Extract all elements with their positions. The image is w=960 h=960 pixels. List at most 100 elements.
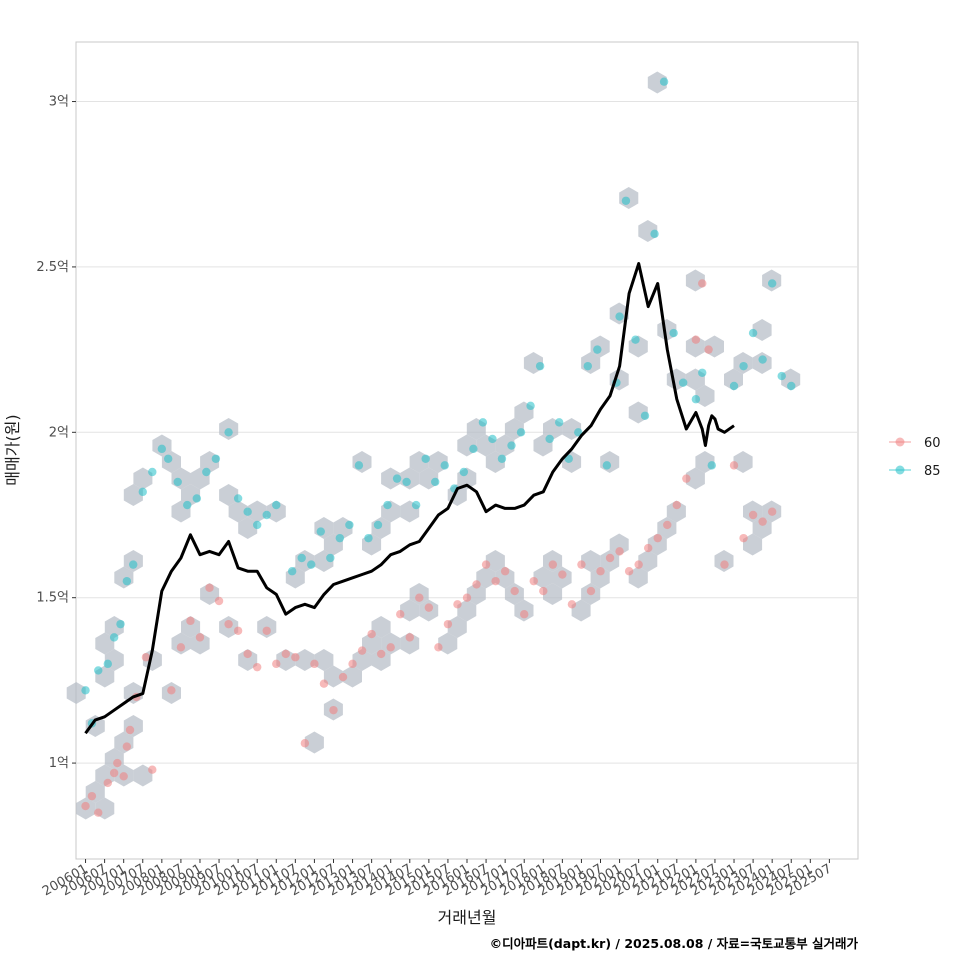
data-point-85 [173, 477, 182, 487]
data-point-60 [252, 662, 262, 672]
hexbin-cell [638, 550, 658, 572]
y-tick-label: 1억 [49, 756, 69, 771]
hexbin-cell [381, 467, 401, 490]
moving-average-path [84, 262, 735, 735]
data-point-60 [548, 560, 558, 569]
data-point-85 [335, 533, 345, 543]
data-point-85 [116, 619, 125, 629]
data-point-85 [739, 361, 748, 371]
data-point-60 [729, 461, 739, 470]
data-point-85 [316, 527, 325, 536]
data-point-85 [545, 434, 554, 444]
hexbin-cell [95, 632, 115, 655]
data-point-85 [326, 553, 335, 563]
data-point-60 [300, 739, 310, 748]
data-point-85 [650, 229, 659, 239]
data-point-60 [682, 474, 691, 483]
hexbin-cell [323, 665, 343, 688]
data-point-85 [211, 454, 221, 463]
data-point-85 [459, 467, 469, 477]
data-point-85 [224, 428, 233, 437]
data-point-85 [758, 355, 767, 364]
data-point-60 [704, 345, 713, 354]
data-point-85 [411, 500, 421, 510]
data-point-60 [310, 659, 319, 669]
hexbin-cell [743, 533, 763, 556]
hexbin-cell [685, 335, 705, 358]
data-point-85 [767, 279, 777, 288]
data-point-85 [478, 418, 488, 427]
data-point-85 [383, 500, 392, 510]
hexbin-cell [133, 467, 153, 490]
y-tick-label: 1.5억 [36, 591, 69, 606]
data-point-60 [205, 583, 214, 592]
data-point-60 [434, 643, 443, 652]
hexbin-cell [476, 566, 496, 589]
data-point-85 [777, 371, 786, 381]
data-point-60 [653, 533, 662, 543]
hexbin-cell [685, 467, 705, 490]
data-point-60 [596, 567, 605, 576]
hexbin-cell [695, 385, 715, 407]
data-point-85 [602, 461, 612, 470]
data-point-85 [431, 477, 440, 487]
data-point-85 [621, 196, 631, 205]
data-point-85 [354, 461, 364, 470]
source-caption: ©디아파트(dapt.kr) / 2025.08.08 / 자료=국토교통부 실… [489, 936, 858, 951]
hexbin-cell [581, 550, 601, 572]
hexbin-cell [342, 665, 362, 688]
data-point-85 [507, 441, 516, 450]
data-point-60 [224, 619, 233, 629]
data-point-85 [345, 520, 354, 530]
data-point-60 [367, 629, 376, 639]
data-point-60 [577, 560, 586, 569]
hexbin-layer [66, 71, 801, 820]
hexbin-cell [628, 566, 648, 589]
data-point-60 [510, 586, 519, 596]
data-point-60 [122, 742, 132, 751]
data-point-85 [554, 418, 564, 427]
hexbin-cell [752, 517, 772, 539]
data-point-60 [586, 586, 596, 596]
data-point-60 [376, 649, 386, 659]
hexbin-cell [352, 649, 372, 671]
data-point-85 [707, 461, 716, 470]
data-point-85 [497, 454, 507, 463]
hexbin-cell [457, 599, 477, 622]
hexbin-cell [543, 583, 563, 605]
data-point-85 [94, 666, 103, 675]
data-point-85 [392, 474, 402, 483]
data-point-60 [720, 560, 729, 569]
y-axis-title: 매매가(원) [3, 414, 22, 485]
data-point-60 [698, 279, 707, 288]
data-point-60 [141, 653, 151, 662]
hexbin-cell [400, 632, 420, 655]
y-tick-label: 2억 [49, 425, 69, 440]
data-point-85 [307, 560, 316, 569]
hexbin-cell [123, 484, 143, 506]
data-point-60 [103, 778, 112, 788]
data-point-60 [176, 643, 186, 652]
y-axis: 1억 1.5억 2억 2.5억 3억 [36, 95, 76, 771]
hexbin-cell [371, 616, 391, 638]
hexbin-cell [733, 451, 753, 473]
hexbin-cell [238, 517, 258, 539]
data-point-85 [631, 335, 640, 344]
data-point-60 [462, 593, 472, 602]
data-point-60 [558, 570, 567, 579]
hexbin-cell [190, 632, 210, 655]
data-point-85 [669, 328, 678, 338]
data-point-60 [539, 586, 548, 596]
data-point-60 [291, 653, 300, 662]
data-point-85 [593, 345, 602, 354]
hexbin-cell [571, 599, 591, 622]
data-point-60 [186, 616, 195, 626]
data-point-85 [440, 461, 449, 470]
data-point-85 [488, 434, 497, 444]
data-point-85 [272, 500, 281, 510]
data-point-85 [787, 381, 796, 391]
data-point-60 [119, 772, 128, 781]
moving-average-line [84, 262, 735, 735]
hexbin-cell [400, 599, 420, 622]
